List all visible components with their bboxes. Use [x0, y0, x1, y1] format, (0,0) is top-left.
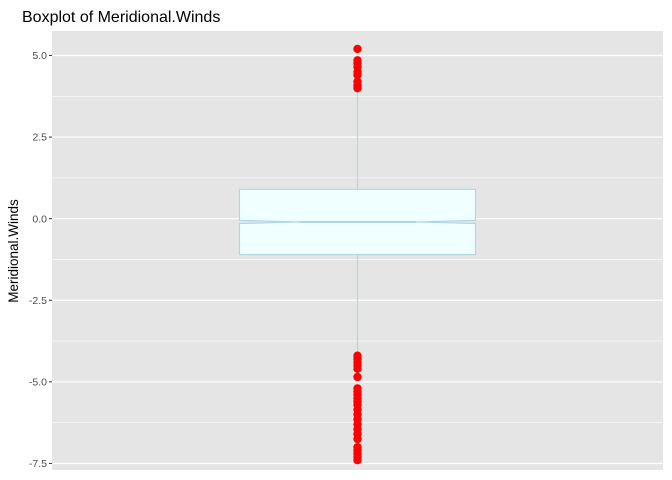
y-tick-label: 5.0: [32, 50, 47, 62]
outlier-point: [353, 83, 362, 93]
outlier-points: [353, 44, 362, 465]
box-layer: [238, 91, 477, 356]
y-tick-label: -5.0: [29, 376, 47, 388]
outlier-point: [353, 44, 362, 54]
outlier-point: [353, 372, 362, 382]
chart-title: Boxplot of Meridional.Winds: [22, 9, 220, 26]
y-axis-ticks: 5.0 2.5 0.0 -2.5 -5.0 -7.5: [29, 50, 52, 470]
y-tick-label: -7.5: [29, 458, 47, 470]
outlier-point: [353, 456, 362, 465]
y-tick-label: 0.0: [32, 213, 47, 225]
y-tick-label: 2.5: [32, 132, 47, 144]
y-tick-label: -2.5: [29, 295, 47, 307]
outlier-point: [353, 434, 362, 444]
y-axis-title: Meridional.Winds: [6, 199, 21, 303]
outlier-point: [353, 70, 362, 80]
outlier-point: [353, 364, 362, 374]
